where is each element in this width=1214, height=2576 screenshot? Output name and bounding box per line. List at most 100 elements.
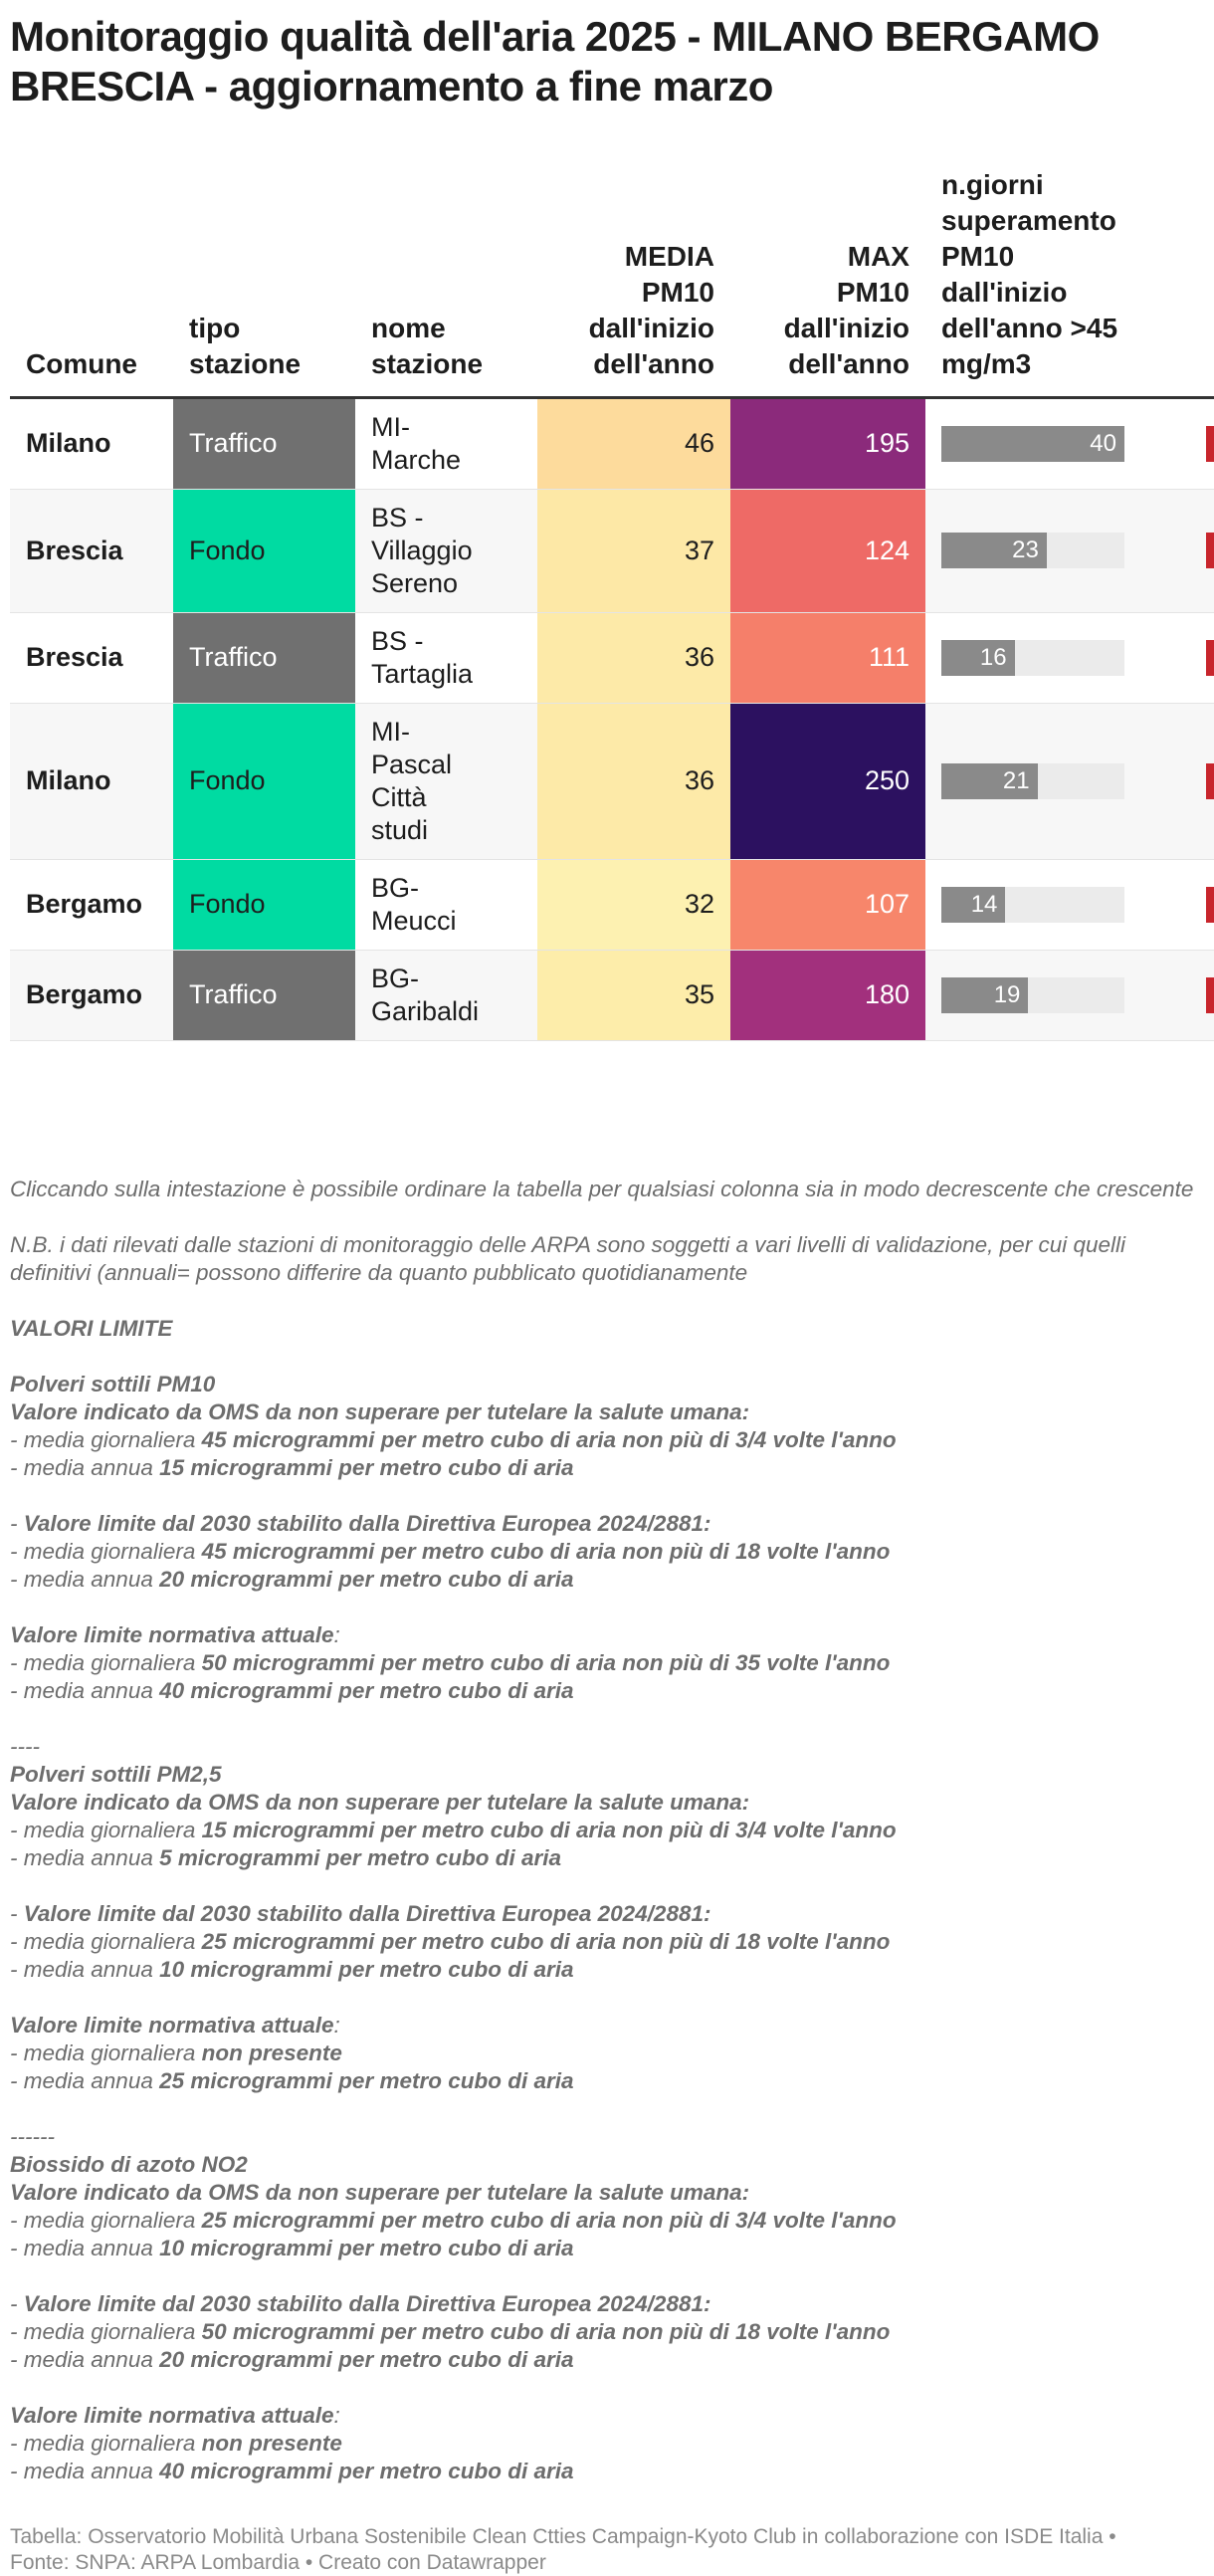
media-cell: 37 [537, 489, 730, 613]
note-run: : [333, 2403, 340, 2428]
note-line: - media annua 40 microgrammi per metro c… [10, 1677, 1204, 1705]
bar-label: 19 [993, 980, 1021, 1008]
note-run: Valore limite dal 2030 stabilito dalla D… [23, 2291, 711, 2316]
note-line: - media annua 40 microgrammi per metro c… [10, 2458, 1204, 2485]
table: Comune tipo stazione nome stazione MEDIA PM10 d… [10, 165, 1214, 1041]
note-run: 25 microgrammi per metro cubo di aria no… [201, 2208, 897, 2233]
column-header[interactable]: MAX PM10 dall'inizio dell'anno [730, 165, 925, 399]
note-run: Cliccando sulla intestazione è possibile… [10, 1177, 1194, 1201]
bar [941, 976, 1029, 1013]
cut-cell [1189, 489, 1214, 613]
giorni-cell: 19 [925, 950, 1189, 1041]
header-line: mg/m3 [941, 347, 1032, 379]
note-run: 50 microgrammi per metro cubo di aria no… [201, 2319, 891, 2344]
note-line: - media giornaliera 25 microgrammi per m… [10, 2207, 1204, 2235]
media-cell: 36 [537, 703, 730, 860]
note-run: 15 microgrammi per metro cubo di aria no… [201, 1818, 897, 1842]
note-run: 10 microgrammi per metro cubo di aria [159, 2236, 574, 2260]
note-run: : [333, 1622, 340, 1647]
note-run: N.B. i dati rilevati dalle stazioni di m… [10, 1232, 1125, 1285]
giorni-cell: 14 [925, 859, 1189, 951]
note-run: Biossido di azoto NO2 [10, 2152, 248, 2177]
note-run: ------ [10, 2124, 55, 2149]
note-run: non presente [201, 2040, 342, 2065]
bar-track: 19 [941, 976, 1124, 1013]
nome-line: BS - [371, 625, 424, 656]
nome-cell: MI- Marche [355, 397, 537, 490]
note-run: - media giornaliera [10, 1650, 202, 1675]
nome-line: studi [371, 814, 429, 845]
note-line: ------ [10, 2123, 1204, 2151]
comune-cell: Bergamo [10, 859, 173, 951]
column-header[interactable]: MEDIA PM10 dall'inizio dell'anno [537, 165, 730, 399]
note-run: - [10, 2291, 24, 2316]
note-run: - media giornaliera [10, 2208, 202, 2233]
note-run: 20 microgrammi per metro cubo di aria [159, 2347, 574, 2372]
header-line: dall'inizio [941, 276, 1068, 308]
note-run: non presente [201, 2431, 342, 2456]
bar-label: 40 [1090, 429, 1116, 457]
note-run: 20 microgrammi per metro cubo di aria [159, 1567, 574, 1592]
nome-line: Villaggio [371, 535, 473, 565]
table-row: Milano Traffico MI- Marche 46 195 40 [10, 397, 1214, 490]
table-row: Brescia Fondo BS - Villaggio Sereno 37 124 23 [10, 489, 1214, 613]
table-body: Milano Traffico MI- Marche 46 195 40 Brescia Fon… [10, 397, 1214, 1041]
max-cell: 111 [730, 612, 925, 704]
bar [941, 886, 1006, 923]
column-header[interactable]: Comune [10, 165, 173, 399]
bar-track: 40 [941, 425, 1124, 462]
media-cell: 36 [537, 612, 730, 704]
table-row: Bergamo Traffico BG- Garibaldi 35 180 19 [10, 950, 1214, 1041]
note-line: - media annua 10 microgrammi per metro c… [10, 2235, 1204, 2262]
note-run: : [333, 2013, 340, 2038]
media-cell: 46 [537, 397, 730, 490]
nome-line: MI- [371, 716, 410, 747]
bar-label: 21 [1002, 766, 1030, 794]
note-line: - media giornaliera non presente [10, 2039, 1204, 2067]
tipo-cell: Traffico [173, 612, 355, 704]
note-run: 25 microgrammi per metro cubo di aria no… [201, 1929, 891, 1954]
note-run: - media giornaliera [10, 1929, 202, 1954]
tipo-cell: Fondo [173, 489, 355, 613]
giorni-cell: 23 [925, 489, 1189, 613]
header-line: tipo [189, 312, 241, 343]
note-run: 40 microgrammi per metro cubo di aria [159, 2459, 574, 2483]
cut-cell [1189, 703, 1214, 860]
header-line: PM10 [941, 240, 1015, 272]
note-line: VALORI LIMITE [10, 1315, 1204, 1343]
header-line: dall'inizio [783, 312, 910, 343]
header-line: PM10 [836, 276, 910, 308]
note-paragraph: Valore limite normativa attuale: - media … [10, 2402, 1204, 2485]
bar-track: 14 [941, 886, 1124, 923]
note-run: Polveri sottili PM10 [10, 1372, 216, 1396]
bar [941, 639, 1015, 676]
note-line: - media annua 10 microgrammi per metro c… [10, 1956, 1204, 1984]
note-run: - [10, 1901, 24, 1926]
cut-cell [1189, 397, 1214, 490]
tipo-cell: Traffico [173, 950, 355, 1041]
giorni-cell: 21 [925, 703, 1189, 860]
column-header[interactable]: tipo stazione [173, 165, 355, 399]
nome-cell: BG- Garibaldi [355, 950, 537, 1041]
media-cell: 32 [537, 859, 730, 951]
note-run: - media annua [10, 1845, 160, 1870]
note-line: Cliccando sulla intestazione è possibile… [10, 1176, 1204, 1203]
note-line: Valore limite normativa attuale: [10, 2012, 1204, 2039]
header-row: Comune tipo stazione nome stazione MEDIA PM10 d… [10, 165, 1214, 399]
header-line: dell'anno [593, 347, 714, 379]
column-header[interactable]: nome stazione [355, 165, 537, 399]
note-run: Valore indicato da OMS da non superare p… [10, 2180, 750, 2205]
note-run: - media giornaliera [10, 2319, 202, 2344]
column-header[interactable]: n.giorni superamento PM10 dall'inizio dell'a… [925, 165, 1189, 399]
note-line: - Valore limite dal 2030 stabilito dalla… [10, 2290, 1204, 2318]
bar [941, 533, 1047, 568]
note-line: - media giornaliera 50 microgrammi per m… [10, 2318, 1204, 2346]
note-paragraph: Cliccando sulla intestazione è possibile… [10, 1176, 1204, 1203]
note-run: - media annua [10, 1678, 160, 1703]
note-line: Polveri sottili PM2,5 [10, 1761, 1204, 1789]
note-line: - media annua 25 microgrammi per metro c… [10, 2067, 1204, 2095]
nome-line: BG- [371, 963, 420, 993]
header-line: MAX [847, 240, 910, 272]
note-line: - media annua 15 microgrammi per metro c… [10, 1454, 1204, 1482]
note-line: - media giornaliera 50 microgrammi per m… [10, 1649, 1204, 1677]
